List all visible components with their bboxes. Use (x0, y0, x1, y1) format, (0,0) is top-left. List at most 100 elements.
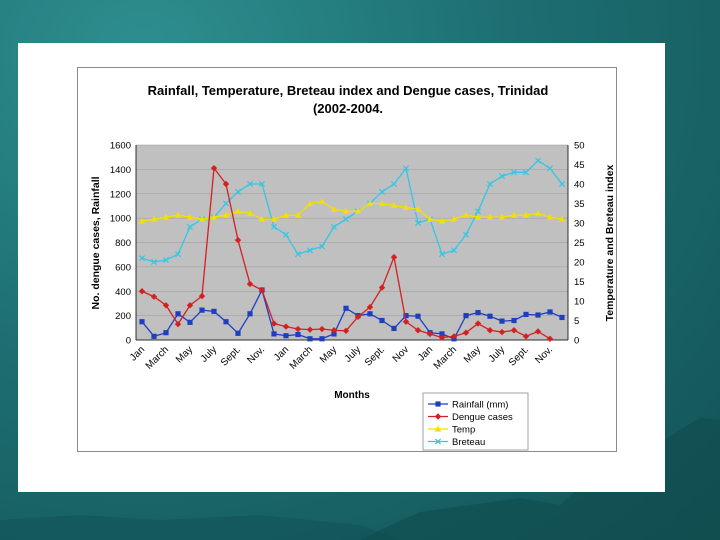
series-dengue-cases (138, 164, 554, 342)
data-point (438, 217, 446, 224)
x-tick-label: Sept. (507, 344, 531, 368)
data-point (354, 313, 362, 321)
data-point (138, 288, 146, 295)
data-point (283, 333, 289, 339)
left-tick-label: 400 (115, 287, 131, 298)
data-point (139, 319, 145, 325)
x-axis-label: Months (334, 390, 370, 401)
x-tick-label: Nov. (533, 344, 555, 366)
data-point (342, 327, 350, 335)
data-point (294, 251, 302, 258)
data-point (486, 213, 494, 220)
data-point (151, 333, 157, 339)
data-point (426, 330, 434, 338)
legend-label: Dengue cases (452, 412, 513, 423)
data-point (435, 401, 441, 407)
y-axis-label-right: Temperature and Breteau index (604, 164, 616, 321)
data-point (402, 204, 410, 210)
data-point (510, 211, 518, 218)
data-point (390, 253, 398, 261)
data-point (187, 319, 193, 325)
data-point (174, 211, 182, 218)
data-point (546, 165, 554, 172)
data-point (463, 313, 469, 319)
data-point (366, 200, 374, 207)
data-point (438, 334, 446, 341)
data-point (474, 208, 482, 215)
data-point (306, 326, 314, 333)
left-tick-label: 0 (126, 336, 131, 347)
right-tick-label: 40 (574, 180, 585, 191)
right-tick-label: 45 (574, 160, 585, 171)
data-point (211, 308, 217, 314)
legend-label: Breteau (452, 437, 485, 448)
data-point (174, 251, 182, 258)
data-point (434, 438, 442, 445)
data-point (354, 207, 362, 214)
data-point (162, 213, 170, 220)
right-tick-label: 10 (574, 297, 585, 308)
data-point (186, 213, 194, 220)
chart-container: Rainfall, Temperature, Breteau index and… (77, 67, 617, 452)
data-point (343, 305, 349, 311)
data-point (450, 333, 458, 340)
data-point (403, 313, 409, 319)
data-point (390, 202, 398, 209)
x-tick-label: July (343, 344, 363, 364)
data-point (510, 169, 518, 176)
data-point (150, 215, 158, 222)
data-point (378, 284, 386, 291)
data-point (342, 216, 350, 223)
data-point (546, 213, 554, 220)
legend-label: Rainfall (mm) (452, 400, 508, 411)
right-tick-label: 15 (574, 277, 585, 288)
right-tick-label: 35 (574, 199, 585, 210)
x-tick-label: March (432, 344, 459, 371)
data-point (486, 327, 494, 334)
data-point (295, 331, 301, 338)
data-point (510, 327, 518, 334)
y-axis-label-left: No. dengue cases, Rainfall (90, 176, 102, 309)
data-point (402, 318, 410, 325)
data-point (198, 215, 206, 222)
data-point (342, 207, 350, 214)
data-point (379, 317, 385, 324)
data-point (258, 215, 266, 222)
data-point (498, 213, 506, 220)
data-point (498, 328, 506, 336)
data-point (450, 247, 458, 254)
data-point (234, 236, 242, 244)
data-point (175, 311, 181, 317)
data-point (222, 180, 230, 188)
data-point (366, 303, 374, 311)
series-line (141, 200, 563, 222)
data-point (523, 311, 529, 318)
right-tick-label: 20 (574, 258, 585, 269)
x-tick-label: Nov (391, 344, 411, 364)
data-point (235, 330, 241, 336)
data-point (163, 330, 169, 336)
data-point (307, 336, 313, 342)
data-point (210, 213, 218, 220)
data-point (186, 302, 194, 309)
data-point (271, 331, 277, 337)
data-point (534, 157, 542, 164)
data-point (270, 215, 278, 222)
data-point (138, 255, 146, 262)
data-point (439, 331, 445, 337)
data-point (414, 219, 422, 227)
data-point (462, 329, 470, 336)
data-point (426, 215, 434, 222)
x-tick-label: Nov. (245, 344, 267, 366)
data-point (319, 336, 325, 342)
data-point (438, 251, 446, 258)
data-point (246, 209, 254, 216)
x-tick-label: March (288, 344, 315, 371)
data-point (270, 320, 278, 327)
left-tick-label: 600 (115, 262, 131, 273)
data-point (162, 302, 170, 309)
x-tick-label: Jan (416, 344, 435, 363)
data-point (294, 211, 302, 218)
